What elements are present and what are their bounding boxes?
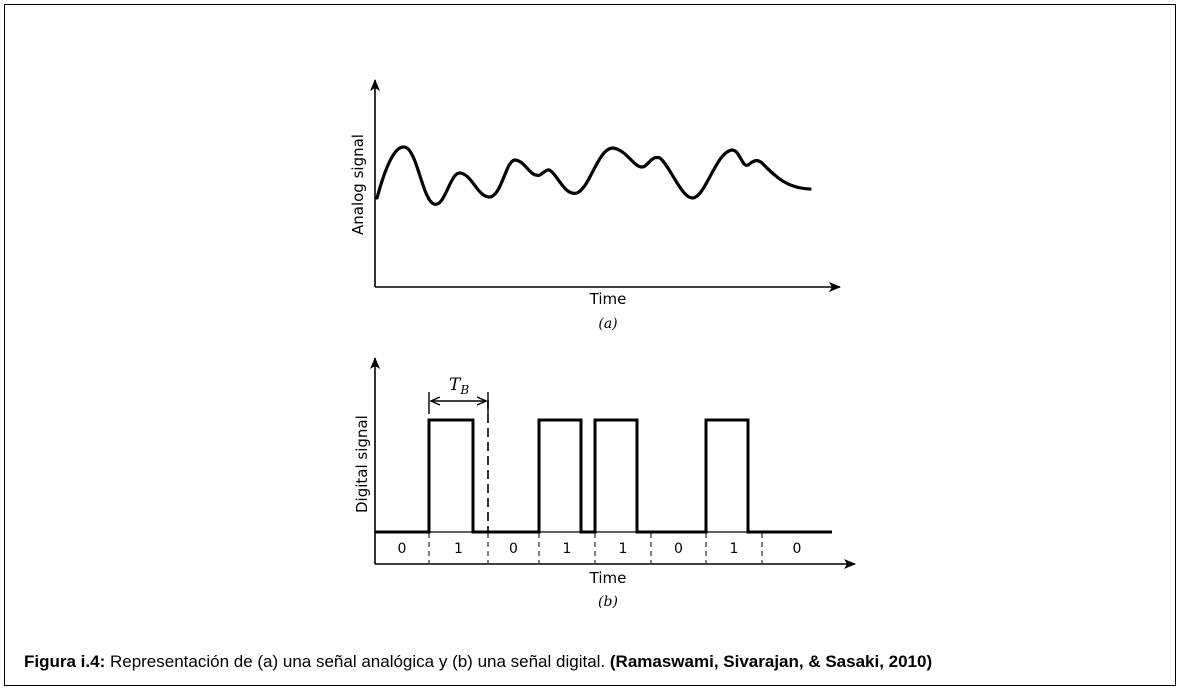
digital-x-label: Time <box>589 569 627 587</box>
figure-frame <box>4 4 1176 686</box>
period-label-main: T <box>449 375 462 395</box>
bit-label: 1 <box>563 541 572 557</box>
digital-sublabel: (b) <box>598 594 618 610</box>
digital-y-label: Digital signal <box>353 415 371 513</box>
digital-waveform <box>375 418 832 534</box>
figure-caption: Figura i.4: Representación de (a) una se… <box>24 652 932 672</box>
caption-text: Representación de (a) una señal analógic… <box>105 652 610 671</box>
analog-panel: Analog signal Time (a) <box>349 79 841 332</box>
bit-labels: 0 1 0 1 1 0 1 0 <box>398 541 802 557</box>
analog-y-label: Analog signal <box>349 134 367 235</box>
analog-sublabel: (a) <box>598 316 617 332</box>
digital-panel: TB 0 1 0 1 1 0 1 0 Digital signal Time (b) <box>353 357 856 610</box>
caption-citation: (Ramaswami, Sivarajan, & Sasaki, 2010) <box>609 652 933 671</box>
bit-label: 1 <box>730 541 739 557</box>
bit-dividers <box>428 533 763 563</box>
bit-label: 0 <box>674 541 683 557</box>
analog-x-label: Time <box>589 290 627 308</box>
analog-waveform <box>375 145 812 206</box>
caption-label: Figura i.4: <box>24 652 106 671</box>
bit-label: 1 <box>454 541 463 557</box>
bit-label: 0 <box>398 541 407 557</box>
bit-label: 0 <box>509 541 518 557</box>
period-label-sub: B <box>459 383 469 397</box>
bit-label: 0 <box>793 541 802 557</box>
bit-label: 1 <box>619 541 628 557</box>
period-label: TB <box>449 375 469 397</box>
